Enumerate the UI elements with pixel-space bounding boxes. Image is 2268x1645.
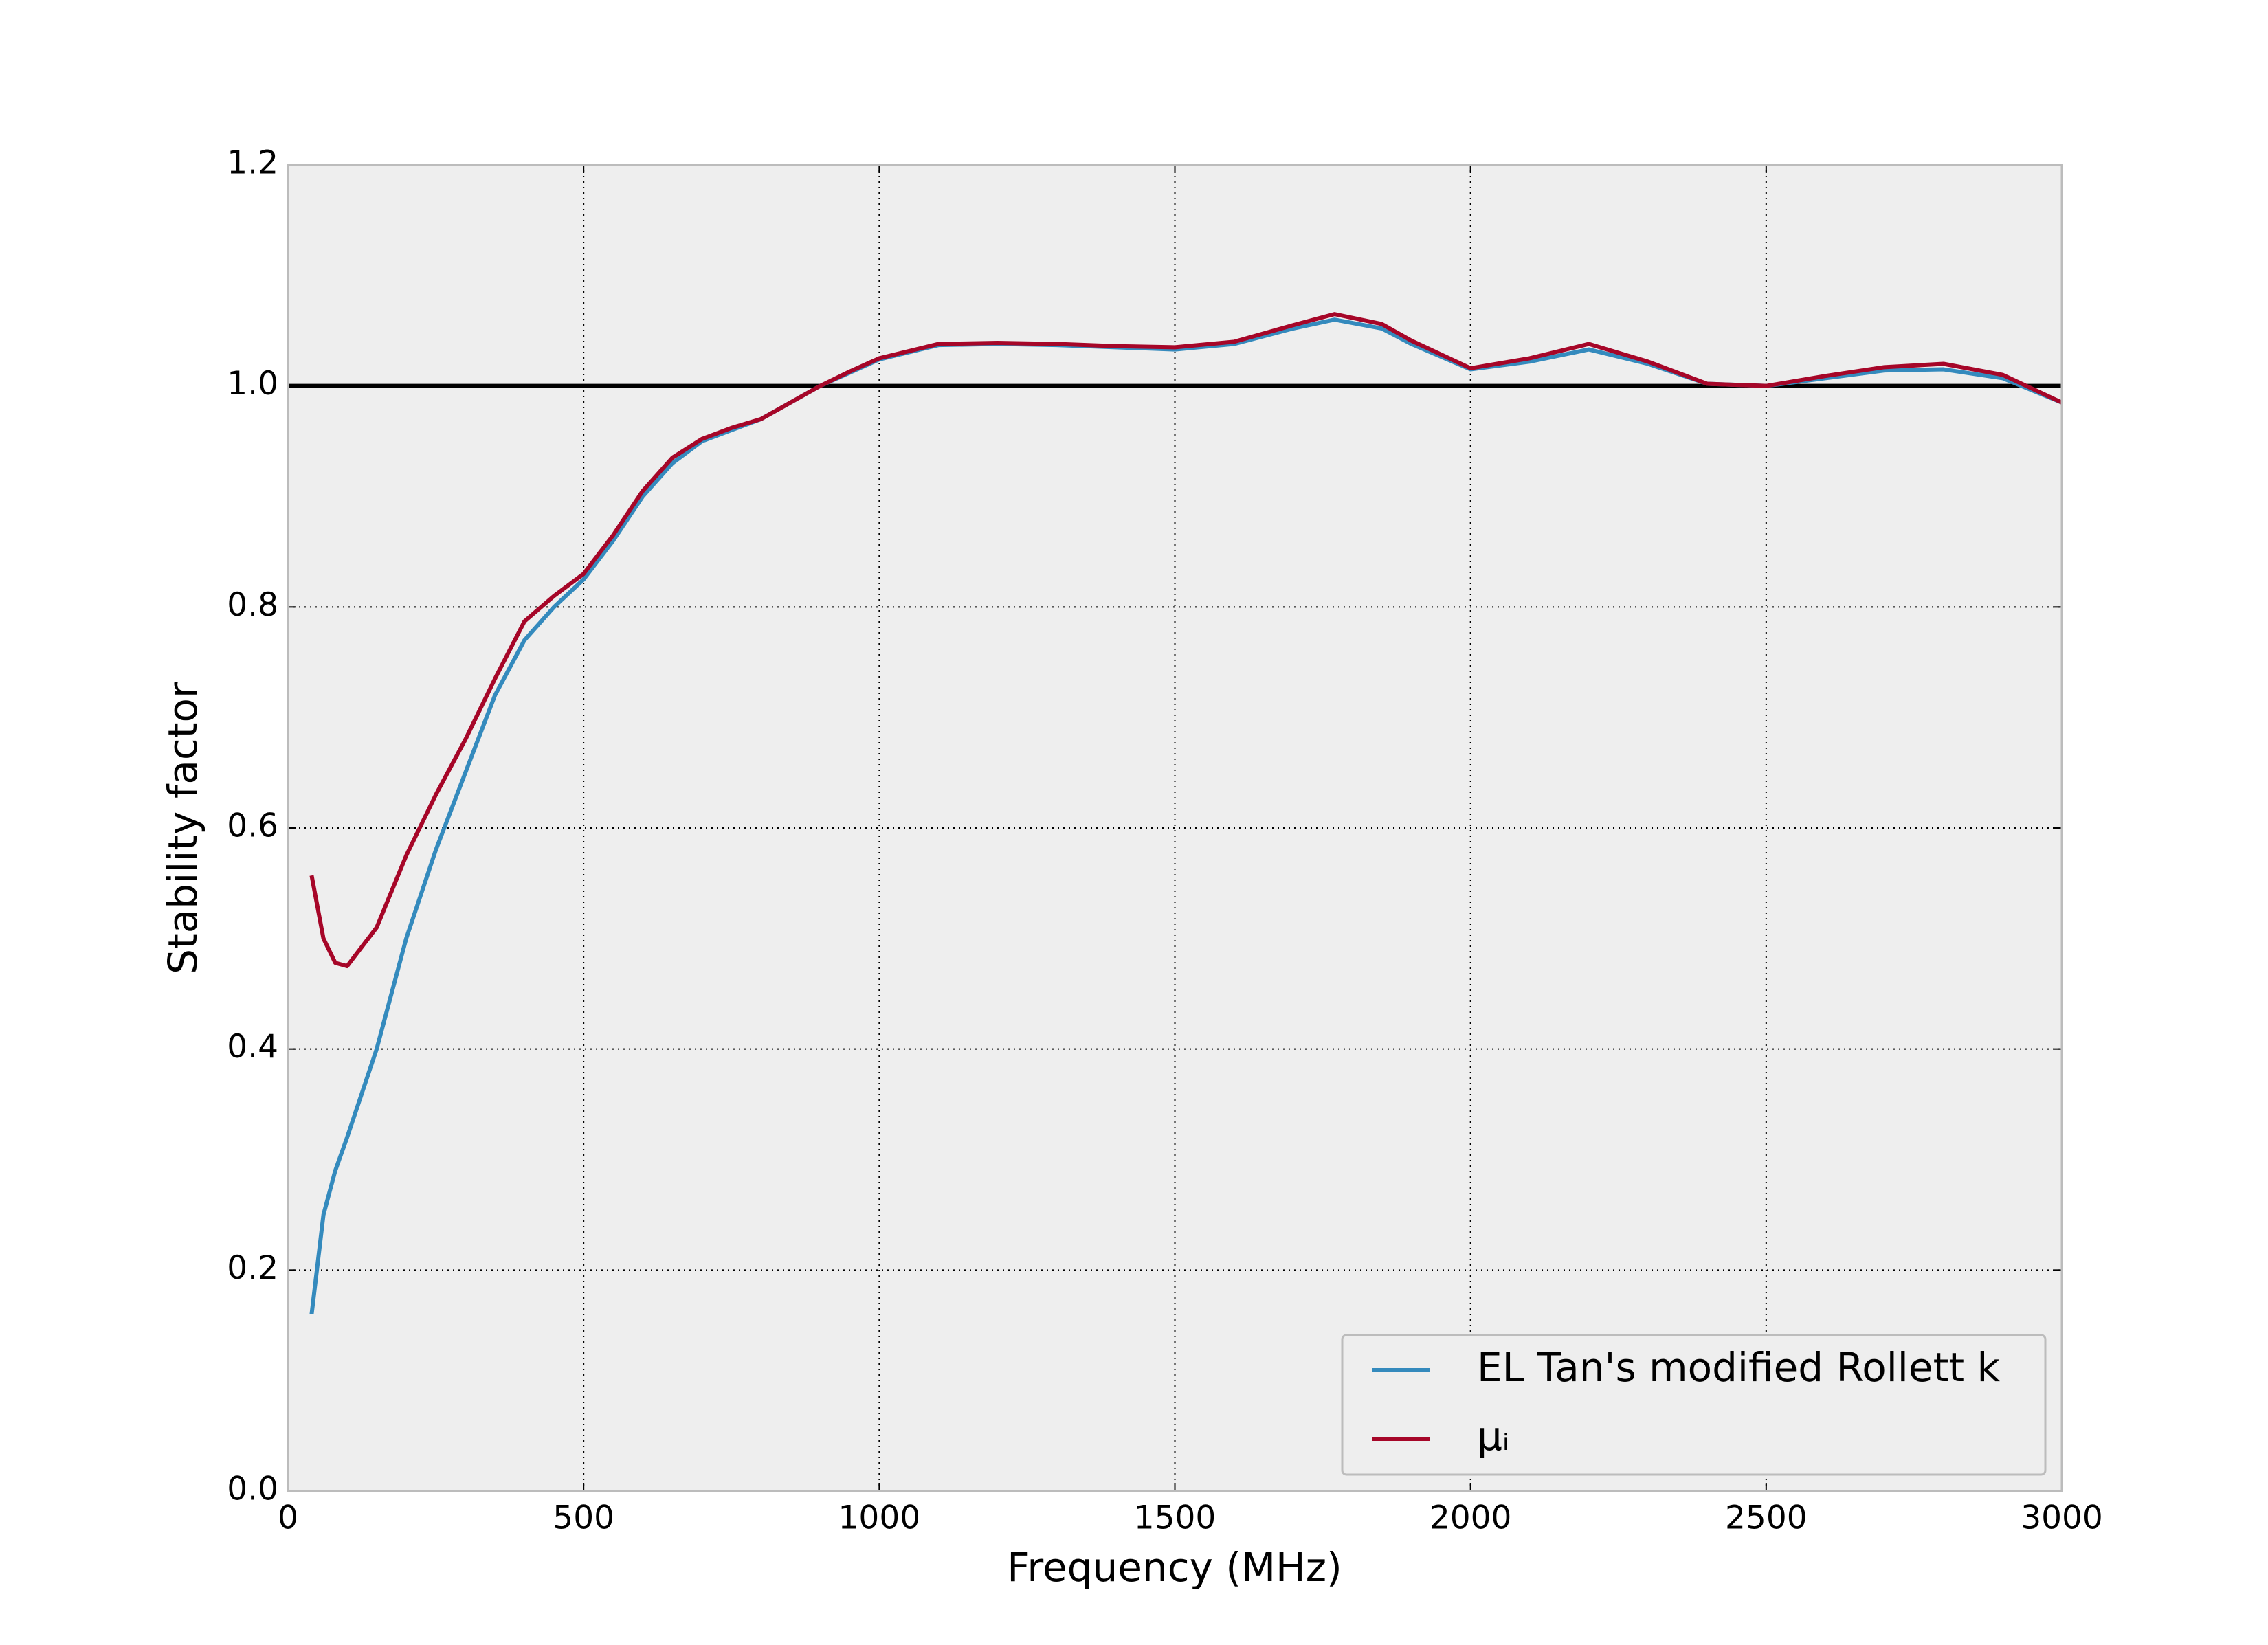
y-axis-label: Stability factor (159, 682, 206, 974)
y-tick-label: 0.4 (227, 1028, 278, 1066)
x-tick-label: 0 (278, 1499, 298, 1537)
x-tick-label: 1000 (838, 1499, 921, 1537)
legend-box (1341, 1334, 2047, 1476)
x-tick-label: 500 (553, 1499, 614, 1537)
y-tick-label: 0.6 (227, 807, 278, 845)
series-line (309, 312, 2063, 969)
y-tick-label: 0.8 (227, 586, 278, 624)
y-tick-label: 1.2 (227, 144, 278, 182)
x-tick-label: 3000 (2021, 1499, 2103, 1537)
plot-frame (287, 164, 2063, 1492)
x-tick-label: 2000 (1430, 1499, 1512, 1537)
legend-label: EL Tan's modified Rollett k (1477, 1344, 2001, 1391)
y-tick-label: 1.0 (227, 365, 278, 403)
legend-label: μᵢ (1477, 1413, 1509, 1459)
x-tick-label: 1500 (1134, 1499, 1216, 1537)
y-tick-label: 0.0 (227, 1470, 278, 1508)
x-tick-label: 2500 (1725, 1499, 1808, 1537)
y-tick-label: 0.2 (227, 1249, 278, 1287)
x-axis-label: Frequency (MHz) (1007, 1544, 1342, 1591)
